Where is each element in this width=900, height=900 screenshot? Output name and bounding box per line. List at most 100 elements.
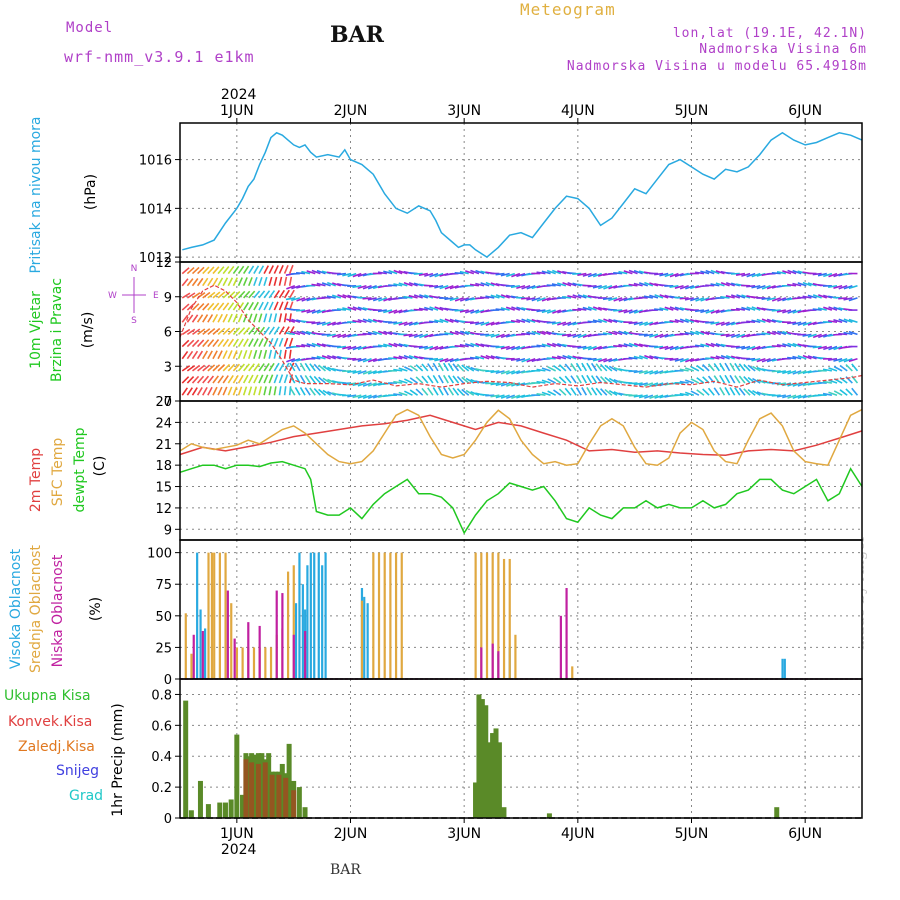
- wind-arrow: [638, 382, 648, 387]
- ytick-label-pressure: 1012: [139, 251, 172, 266]
- wind-arrow: [248, 290, 256, 299]
- wind-arrow: [352, 370, 362, 374]
- wind-arrow: [304, 387, 311, 396]
- wind-arrow: [618, 330, 628, 336]
- wind-arrow: [295, 271, 306, 275]
- wind-arrow: [649, 321, 659, 326]
- wind-arrow: [403, 295, 413, 299]
- wind-arrow: [197, 375, 205, 384]
- wind-arrow: [707, 363, 715, 372]
- wind-arrow: [490, 370, 500, 374]
- wind-arrow: [558, 388, 567, 396]
- day-label-top: 4JUN: [561, 103, 595, 119]
- wind-arrow: [623, 297, 633, 302]
- wind-arrow: [679, 297, 689, 300]
- wind-arrow: [232, 363, 241, 372]
- wind-arrow: [283, 374, 289, 384]
- wind-arrow: [797, 321, 807, 326]
- wind-arrow: [564, 363, 572, 372]
- wind-arrow: [659, 333, 669, 339]
- wind-arrow: [347, 306, 357, 311]
- wind-arrow: [313, 388, 321, 396]
- wind-arrow: [558, 376, 567, 384]
- wind-arrow: [587, 272, 597, 278]
- wind-arrow: [736, 333, 746, 339]
- wind-arrow: [192, 364, 201, 372]
- wind-arrow: [495, 294, 505, 299]
- wind-arrow: [217, 386, 223, 396]
- wind-arrow: [546, 342, 556, 348]
- wind-arrow: [367, 331, 377, 336]
- ylabel-cloud-low: Niska Oblacnost: [50, 554, 66, 667]
- wind-arrow: [582, 333, 592, 338]
- wind-arrow: [222, 363, 231, 372]
- wind-arrow: [633, 382, 643, 386]
- wind-arrow: [452, 363, 460, 372]
- wind-arrow: [776, 270, 787, 275]
- wind-arrow: [186, 292, 196, 299]
- wind-arrow: [526, 318, 536, 323]
- wind-arrow: [490, 355, 500, 360]
- wind-arrow: [575, 374, 582, 384]
- wind-arrow: [237, 386, 243, 396]
- cloud-bar-1: [210, 552, 214, 679]
- wind-arrow: [613, 330, 623, 336]
- precip-bar-0: [217, 802, 223, 818]
- wind-arrow: [536, 380, 546, 384]
- wind-arrow: [633, 269, 643, 275]
- precip-bar-0: [252, 754, 258, 818]
- wind-arrow: [511, 394, 521, 399]
- precip-bar-0: [490, 733, 496, 818]
- wind-arrow: [597, 306, 608, 311]
- wind-arrow: [432, 374, 439, 384]
- wind-arrow: [792, 282, 802, 287]
- wind-arrow: [690, 318, 700, 323]
- wind-arrow: [751, 319, 761, 324]
- wind-arrow: [608, 331, 618, 336]
- wind-arrow: [628, 394, 638, 397]
- wind-arrow: [415, 364, 424, 372]
- wind-arrow: [337, 333, 347, 339]
- cloud-bar-0: [199, 609, 202, 679]
- wind-arrow: [232, 313, 238, 323]
- wind-arrow: [787, 370, 797, 375]
- wind-arrow: [833, 390, 843, 396]
- day-label-top: 6JUN: [788, 103, 822, 119]
- wind-arrow: [848, 297, 858, 302]
- cloud-bar-1: [480, 552, 483, 679]
- ytick-label-temperature: 15: [155, 481, 172, 496]
- wind-arrow: [217, 375, 224, 384]
- wind-arrow: [628, 283, 638, 287]
- wind-arrow: [207, 350, 213, 360]
- wind-arrow: [761, 357, 771, 363]
- wind-arrow: [248, 301, 255, 311]
- wind-arrow: [613, 366, 623, 372]
- wind-arrow: [845, 388, 853, 396]
- wind-arrow: [367, 357, 377, 363]
- wind-arrow: [633, 394, 643, 398]
- wind-arrow: [197, 303, 205, 311]
- wind-arrow: [372, 382, 382, 387]
- ylabel-wind-2: Brzina i Pravac: [49, 278, 65, 382]
- wind-arrow: [541, 297, 551, 302]
- day-label-top: 3JUN: [447, 103, 481, 119]
- wind-arrow: [782, 270, 792, 275]
- wind-arrow: [679, 332, 689, 336]
- wind-arrow: [222, 386, 228, 396]
- wind-arrow: [212, 302, 220, 311]
- wind-arrow: [592, 357, 602, 362]
- wind-arrow: [521, 318, 531, 323]
- wind-arrow: [725, 282, 735, 287]
- wind-arrow: [707, 387, 715, 396]
- wind-arrow: [756, 272, 766, 277]
- precip-bar-0: [272, 771, 278, 818]
- wind-arrow: [398, 367, 408, 372]
- wind-arrow: [659, 345, 669, 350]
- wind-arrow: [278, 326, 285, 335]
- year-label-top: 2024: [221, 87, 257, 103]
- wind-arrow: [590, 387, 598, 396]
- wind-arrow: [181, 365, 191, 372]
- ytick-label-precipitation: 0: [164, 812, 172, 827]
- wind-arrow: [485, 333, 495, 337]
- precip-bar-1: [283, 777, 289, 818]
